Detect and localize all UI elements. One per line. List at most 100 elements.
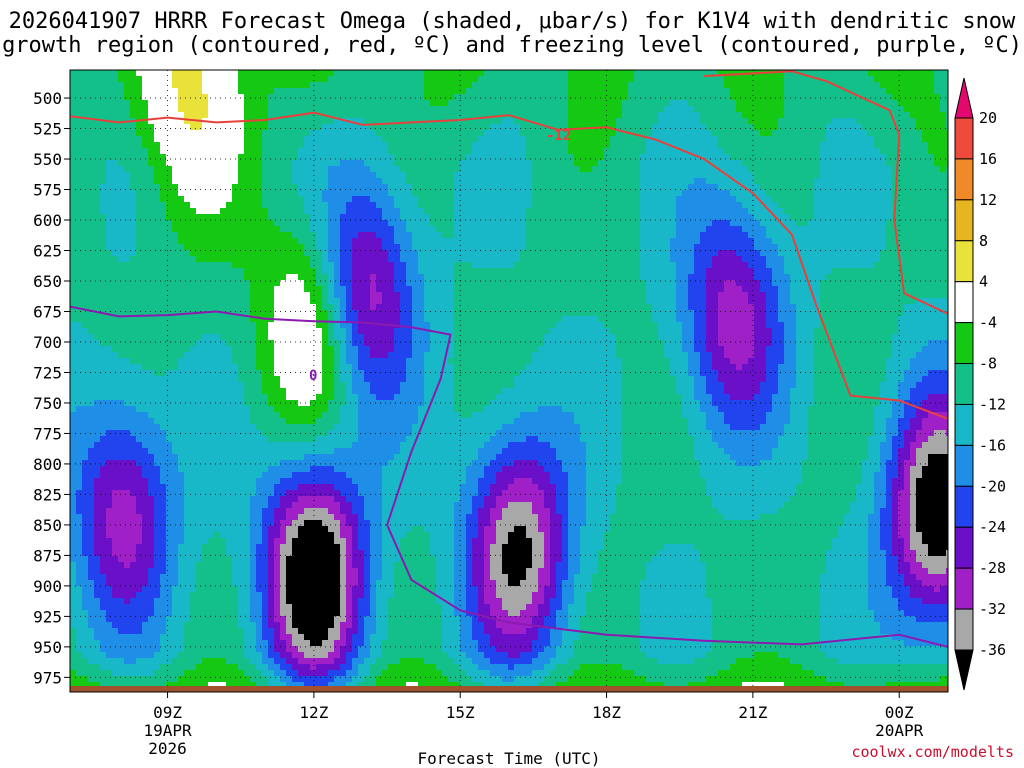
- omega-cell: [202, 436, 209, 443]
- omega-cell: [160, 640, 167, 647]
- omega-cell: [184, 328, 191, 335]
- omega-cell: [334, 262, 341, 269]
- omega-cell: [142, 514, 149, 521]
- omega-cell: [328, 490, 335, 497]
- omega-cell: [226, 136, 233, 143]
- omega-cell: [184, 592, 191, 599]
- omega-cell: [352, 442, 359, 449]
- omega-cell: [238, 172, 245, 179]
- omega-cell: [178, 574, 185, 581]
- omega-cell: [100, 508, 107, 515]
- omega-cell: [268, 130, 275, 137]
- omega-cell: [142, 490, 149, 497]
- omega-cell: [238, 406, 245, 413]
- omega-cell: [310, 508, 317, 515]
- omega-cell: [196, 304, 203, 311]
- omega-cell: [184, 484, 191, 491]
- omega-cell: [100, 124, 107, 131]
- omega-cell: [148, 136, 155, 143]
- omega-cell: [226, 550, 233, 557]
- omega-cell: [322, 502, 329, 509]
- omega-cell: [172, 610, 179, 617]
- omega-cell: [304, 508, 311, 515]
- omega-cell: [190, 574, 197, 581]
- omega-cell: [214, 544, 221, 551]
- omega-cell: [154, 124, 161, 131]
- omega-cell: [334, 526, 341, 533]
- omega-cell: [154, 220, 161, 227]
- omega-cell: [286, 76, 293, 83]
- omega-cell: [220, 532, 227, 539]
- omega-cell: [178, 244, 185, 251]
- omega-cell: [286, 322, 293, 329]
- omega-cell: [280, 664, 287, 671]
- omega-cell: [76, 238, 83, 245]
- omega-cell: [316, 214, 323, 221]
- omega-cell: [322, 376, 329, 383]
- omega-cell: [292, 208, 299, 215]
- omega-cell: [346, 184, 353, 191]
- omega-cell: [232, 478, 239, 485]
- omega-cell: [184, 448, 191, 455]
- omega-cell: [340, 322, 347, 329]
- omega-cell: [262, 454, 269, 461]
- omega-cell: [274, 262, 281, 269]
- omega-cell: [244, 142, 251, 149]
- omega-cell: [124, 508, 131, 515]
- omega-cell: [208, 460, 215, 467]
- omega-cell: [130, 454, 137, 461]
- omega-cell: [232, 436, 239, 443]
- omega-cell: [76, 502, 83, 509]
- omega-cell: [124, 562, 131, 569]
- omega-cell: [274, 568, 281, 575]
- omega-cell: [184, 298, 191, 305]
- omega-cell: [256, 112, 263, 119]
- omega-cell: [316, 262, 323, 269]
- omega-cell: [220, 316, 227, 323]
- omega-cell: [124, 406, 131, 413]
- omega-cell: [148, 88, 155, 95]
- omega-cell: [352, 298, 359, 305]
- omega-cell: [262, 298, 269, 305]
- omega-cell: [70, 568, 77, 575]
- omega-cell: [214, 136, 221, 143]
- omega-cell: [340, 376, 347, 383]
- omega-cell: [286, 424, 293, 431]
- omega-cell: [214, 70, 221, 77]
- omega-cell: [196, 460, 203, 467]
- omega-cell: [322, 304, 329, 311]
- omega-cell: [268, 538, 275, 545]
- omega-cell: [172, 148, 179, 155]
- omega-cell: [226, 472, 233, 479]
- omega-cell: [196, 196, 203, 203]
- omega-cell: [250, 112, 257, 119]
- omega-cell: [76, 334, 83, 341]
- omega-cell: [178, 274, 185, 281]
- omega-cell: [310, 538, 317, 545]
- omega-cell: [100, 676, 107, 683]
- omega-cell: [208, 538, 215, 545]
- omega-cell: [148, 670, 155, 677]
- omega-cell: [82, 76, 89, 83]
- omega-cell: [202, 142, 209, 149]
- omega-cell: [130, 568, 137, 575]
- omega-cell: [214, 322, 221, 329]
- omega-cell: [214, 82, 221, 89]
- omega-cell: [352, 100, 359, 107]
- omega-cell: [286, 124, 293, 131]
- omega-cell: [250, 436, 257, 443]
- omega-cell: [238, 586, 245, 593]
- omega-cell: [154, 298, 161, 305]
- omega-cell: [352, 406, 359, 413]
- omega-cell: [88, 682, 95, 689]
- omega-cell: [286, 178, 293, 185]
- omega-cell: [352, 178, 359, 185]
- omega-cell: [256, 394, 263, 401]
- omega-cell: [70, 190, 77, 197]
- omega-cell: [100, 448, 107, 455]
- omega-cell: [190, 76, 197, 83]
- omega-cell: [298, 676, 305, 683]
- omega-cell: [178, 220, 185, 227]
- omega-cell: [256, 190, 263, 197]
- omega-cell: [328, 586, 335, 593]
